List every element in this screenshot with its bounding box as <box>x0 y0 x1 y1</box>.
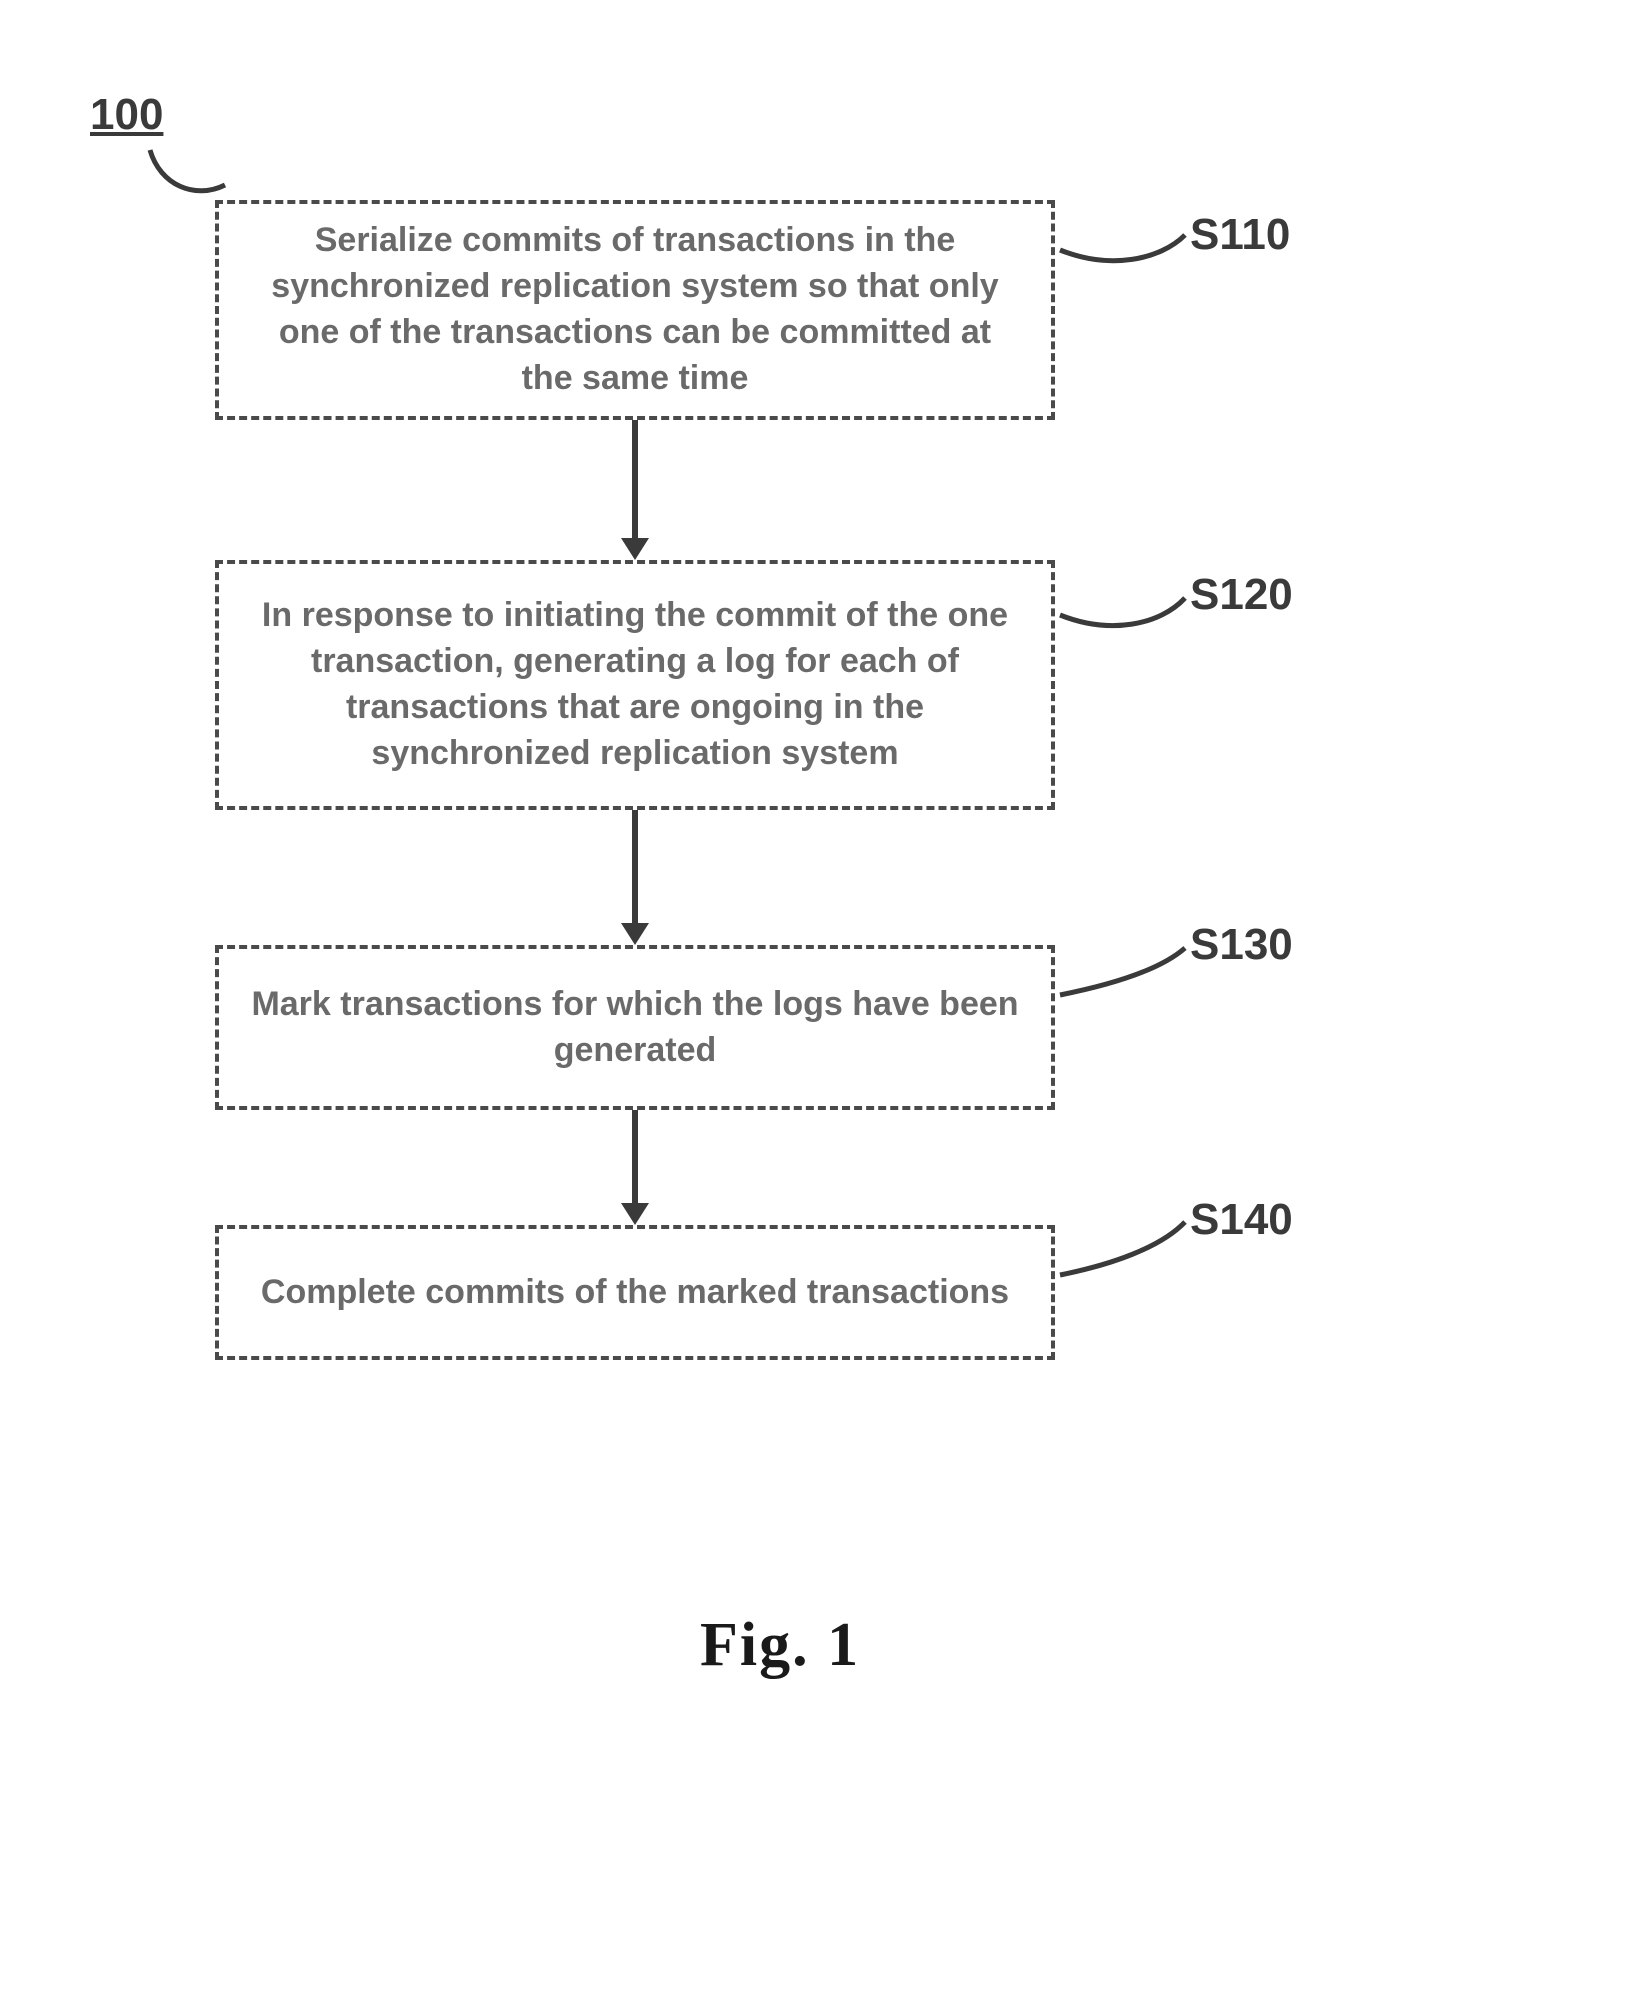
flowchart-canvas: 100 Serialize commits of transactions in… <box>0 0 1640 2006</box>
step-text: In response to initiating the commit of … <box>249 593 1021 777</box>
step-text: Mark transactions for which the logs hav… <box>249 982 1021 1074</box>
figure-caption: Fig. 1 <box>700 1610 860 1681</box>
step-label-s120: S120 <box>1190 570 1293 620</box>
flow-arrow-head-icon <box>621 1203 649 1225</box>
step-label-s130: S130 <box>1190 920 1293 970</box>
step-label-s110: S110 <box>1190 210 1290 260</box>
step-label-s140: S140 <box>1190 1195 1293 1245</box>
flow-arrow-head-icon <box>621 923 649 945</box>
flow-arrow <box>632 1110 638 1203</box>
step-text: Serialize commits of transactions in the… <box>249 218 1021 402</box>
flow-arrow <box>632 810 638 923</box>
flow-arrow <box>632 420 638 538</box>
step-box-s110: Serialize commits of transactions in the… <box>215 200 1055 420</box>
step-box-s120: In response to initiating the commit of … <box>215 560 1055 810</box>
step-text: Complete commits of the marked transacti… <box>261 1270 1009 1316</box>
step-box-s140: Complete commits of the marked transacti… <box>215 1225 1055 1360</box>
flow-arrow-head-icon <box>621 538 649 560</box>
step-box-s130: Mark transactions for which the logs hav… <box>215 945 1055 1110</box>
